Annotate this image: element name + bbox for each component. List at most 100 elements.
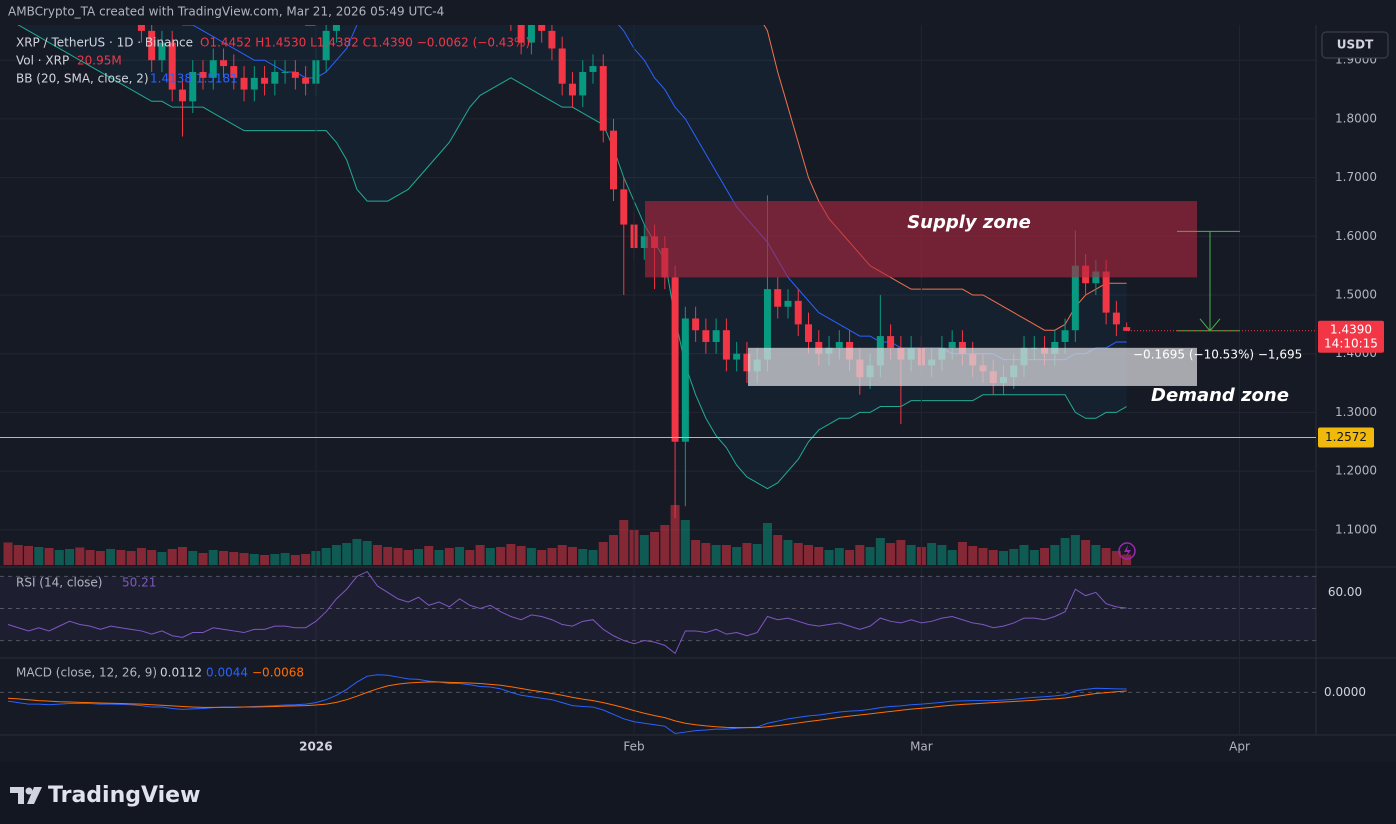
volume-bar bbox=[260, 555, 270, 565]
candle-body bbox=[558, 48, 566, 84]
volume-bar bbox=[219, 551, 229, 565]
volume-bar bbox=[793, 543, 803, 565]
volume-bar bbox=[609, 535, 619, 565]
volume-bar bbox=[1029, 550, 1039, 565]
candle-body bbox=[271, 71, 279, 84]
symbol: XRP / TetherUS · 1D · Binance bbox=[16, 36, 193, 50]
volume-bar bbox=[362, 541, 372, 565]
candle-body bbox=[620, 189, 628, 225]
bb-values: 1.4138 1.5181 bbox=[150, 72, 238, 86]
volume-bar bbox=[147, 550, 157, 565]
candle-body bbox=[589, 66, 597, 72]
volume-bar bbox=[968, 546, 978, 565]
volume-bar bbox=[157, 552, 167, 565]
y-tick-label: 1.2000 bbox=[1335, 464, 1377, 478]
volume-bar bbox=[475, 545, 485, 565]
volume-bar bbox=[270, 554, 280, 565]
volume-bar bbox=[434, 550, 444, 565]
volume-bar bbox=[331, 545, 341, 565]
candle-body bbox=[610, 130, 618, 190]
candle-body bbox=[168, 42, 176, 90]
volume-bar bbox=[136, 548, 146, 565]
candle-body bbox=[774, 289, 782, 307]
candle-body bbox=[281, 71, 289, 73]
volume-bar bbox=[537, 550, 547, 565]
candle-body bbox=[158, 42, 166, 61]
volume-bar bbox=[957, 542, 967, 565]
candle-body bbox=[733, 353, 741, 360]
candle-body bbox=[1123, 327, 1131, 331]
candle-body bbox=[712, 330, 720, 342]
candle-body bbox=[517, 25, 525, 43]
volume-bar bbox=[106, 549, 116, 565]
volume-bar bbox=[383, 547, 393, 565]
volume-bar bbox=[414, 549, 424, 565]
volume-bar bbox=[342, 543, 352, 565]
candle-body bbox=[681, 318, 689, 442]
candle-body bbox=[887, 336, 895, 348]
volume-bar bbox=[24, 546, 34, 565]
candle-body bbox=[599, 66, 607, 131]
alert-icon[interactable] bbox=[1118, 542, 1136, 560]
volume-bar bbox=[198, 553, 208, 565]
vol-value: 20.95M bbox=[77, 54, 122, 68]
candle-body bbox=[240, 77, 248, 90]
candle-body bbox=[702, 330, 710, 342]
ohlc-legend: O1.4452 H1.4530 L1.4382 C1.4390 −0.0062 … bbox=[200, 36, 530, 50]
candle-body bbox=[322, 30, 330, 61]
volume-bar bbox=[188, 551, 198, 565]
volume-bar bbox=[506, 544, 516, 565]
volume-bar bbox=[660, 525, 670, 565]
volume-bar bbox=[804, 545, 814, 565]
volume-bar bbox=[352, 539, 362, 565]
candle-body bbox=[332, 25, 340, 31]
volume-bar bbox=[249, 554, 259, 565]
signal-value: 0.0044 bbox=[206, 666, 248, 680]
volume-bar bbox=[239, 553, 249, 565]
volume-bar bbox=[906, 545, 916, 565]
volume-bar bbox=[1060, 538, 1070, 565]
volume-bar bbox=[34, 547, 44, 565]
volume-bar bbox=[1081, 540, 1091, 565]
volume-bar bbox=[208, 550, 218, 565]
volume-bar bbox=[988, 550, 998, 565]
candle-body bbox=[261, 77, 269, 84]
hist-value: −0.0068 bbox=[252, 666, 304, 680]
y-tick-label: 1.3000 bbox=[1335, 405, 1377, 419]
y-tick-label: 1.1000 bbox=[1335, 522, 1377, 536]
volume-bar bbox=[485, 548, 495, 565]
volume-bar bbox=[1019, 545, 1029, 565]
overlay: AMBCrypto_TA created with TradingView.co… bbox=[8, 5, 1389, 808]
volume-bar bbox=[393, 548, 403, 565]
volume-bar bbox=[65, 549, 75, 565]
candle-body bbox=[805, 324, 813, 342]
candle-body bbox=[527, 25, 535, 43]
volume-bar bbox=[3, 542, 13, 565]
currency-button[interactable] bbox=[1321, 31, 1389, 59]
volume-bar bbox=[762, 523, 772, 565]
candle-body bbox=[148, 30, 156, 61]
logo bbox=[10, 787, 42, 804]
volume-bar bbox=[54, 550, 64, 565]
currency[interactable]: USDT bbox=[1337, 38, 1374, 52]
candle-body bbox=[784, 300, 792, 307]
volume-bar bbox=[1009, 549, 1019, 565]
volume-bar bbox=[824, 550, 834, 565]
volume-bar bbox=[403, 550, 413, 565]
y-tick-label: 1.7000 bbox=[1335, 170, 1377, 184]
rsi-line bbox=[7, 570, 1127, 655]
volume-bar bbox=[455, 547, 465, 565]
macd-tick-label: 0.0000 bbox=[1324, 685, 1366, 699]
candle-body bbox=[291, 71, 299, 78]
volume-bar bbox=[845, 550, 855, 565]
volume-bar bbox=[773, 535, 783, 565]
last-price-tag bbox=[1318, 320, 1384, 353]
zone-label: Supply zone bbox=[907, 212, 1031, 233]
candle-body bbox=[1061, 330, 1069, 342]
candle-body bbox=[189, 71, 197, 102]
volume-bar bbox=[301, 554, 311, 565]
candle-body bbox=[199, 71, 207, 78]
brand: TradingView bbox=[48, 783, 200, 808]
alert-bolt bbox=[1124, 545, 1131, 557]
candle-body bbox=[763, 289, 771, 360]
